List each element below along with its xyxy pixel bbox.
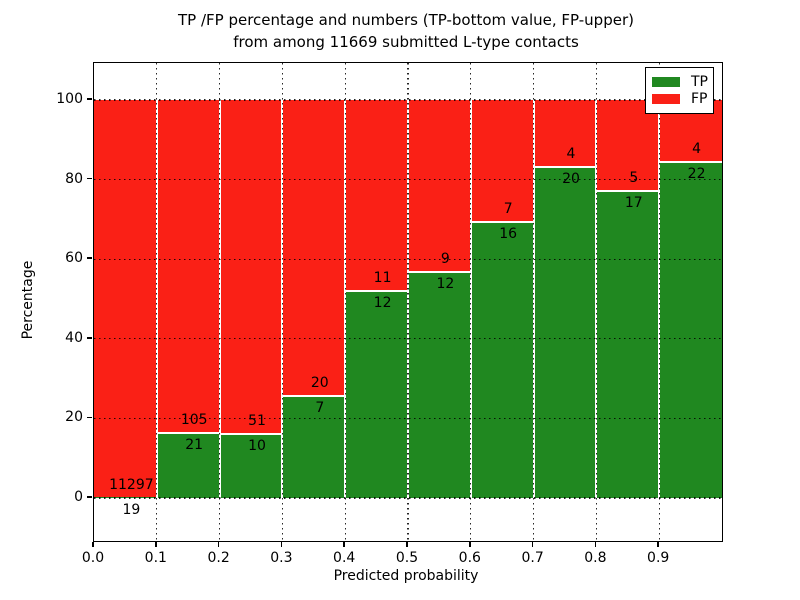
x-tick-label: 0.8: [584, 550, 607, 566]
gridline-vertical: [533, 63, 535, 541]
tp-count-label: 7: [315, 399, 325, 416]
x-tick-mark: [531, 541, 534, 547]
y-tick-label: 60: [65, 250, 83, 267]
tp-count-label: 16: [499, 226, 518, 243]
x-tick-mark: [343, 541, 345, 547]
tp-count-label: 20: [562, 171, 580, 188]
x-tick-mark: [594, 541, 597, 547]
fp-count-label: 11: [373, 270, 392, 287]
fp-count-label: 5: [629, 170, 639, 187]
x-tick-mark: [469, 541, 471, 547]
x-tick-label: 0.4: [333, 550, 356, 566]
gridline-vertical: [219, 63, 221, 541]
x-tick-label: 0.1: [144, 550, 167, 566]
bar-segment-tp: [659, 161, 722, 498]
y-tick-mark: [87, 177, 92, 180]
fp-count-label: 105: [180, 411, 208, 428]
x-tick-mark: [657, 541, 659, 547]
x-tick-label: 0.0: [81, 550, 105, 566]
tp-legend-swatch: [652, 76, 680, 87]
y-tick-label: 100: [56, 91, 83, 107]
legend: TP FP: [645, 67, 714, 114]
fp-count-label: 11297: [109, 477, 154, 494]
gridline-vertical: [407, 63, 409, 541]
fp-legend-swatch: [652, 94, 680, 105]
x-tick-label: 0.7: [521, 550, 544, 566]
gridline-vertical: [658, 63, 660, 541]
tp-count-label: 22: [687, 166, 706, 183]
bar-segment-tp: [408, 270, 471, 498]
bar-segment-fp: [156, 100, 220, 432]
gridline-horizontal: [94, 338, 722, 340]
x-tick-mark: [280, 541, 283, 547]
fp-count-label: 9: [440, 250, 450, 267]
x-tick-label: 0.2: [207, 550, 230, 566]
gridline-vertical: [595, 63, 597, 541]
bar-segment-tp: [470, 221, 534, 498]
tp-legend-label: TP: [691, 73, 708, 90]
fp-count-label: 4: [566, 146, 576, 163]
tp-count-label: 17: [624, 195, 643, 212]
fp-count-label: 20: [310, 374, 329, 391]
gridline-vertical: [344, 63, 346, 541]
gridline-horizontal: [94, 497, 722, 499]
legend-row-tp: TP: [652, 73, 708, 90]
x-tick-mark: [155, 541, 157, 547]
x-tick-mark: [92, 541, 94, 547]
fp-count-label: 7: [503, 201, 513, 218]
y-tick-mark: [87, 337, 92, 339]
gridline-horizontal: [94, 417, 722, 419]
bar-segment-fp: [94, 100, 157, 498]
x-tick-label: 0.9: [647, 550, 670, 566]
bar-segment-fp: [533, 100, 597, 167]
x-tick-mark: [406, 541, 408, 547]
legend-row-fp: FP: [652, 91, 708, 108]
bar-segment-tp: [345, 290, 408, 498]
x-axis-label: Predicted probability: [333, 568, 479, 584]
tp-count-label: 12: [373, 295, 392, 312]
gridline-horizontal: [94, 99, 722, 101]
bar-segment-fp: [470, 100, 534, 222]
bar-segment-fp: [596, 100, 660, 191]
gridline-horizontal: [94, 179, 722, 181]
y-tick-label: 20: [65, 409, 83, 426]
fp-count-label: 51: [248, 412, 266, 429]
y-tick-label: 80: [65, 170, 83, 187]
bar-segment-tp: [219, 432, 283, 498]
tp-count-label: 21: [185, 436, 204, 453]
gridline-vertical: [156, 63, 158, 541]
bar-segment-fp: [282, 100, 346, 395]
y-tick-mark: [87, 257, 92, 259]
bar-segment-fp: [408, 100, 471, 271]
tp-count-label: 10: [248, 437, 266, 454]
plot-area: 11297 19 105 21 51 10 20 7 11 12 9 12 7 16 4 20 5 17 4 22: [93, 62, 723, 542]
y-tick-mark: [87, 98, 92, 100]
x-tick-label: 0.6: [458, 550, 481, 566]
x-tick-label: 0.5: [395, 550, 419, 566]
y-tick-mark: [87, 496, 92, 498]
bar-segment-tp: [282, 394, 346, 498]
tp-count-label: 12: [436, 275, 455, 292]
bar-segment-tp: [596, 190, 660, 498]
bar-segment-tp: [156, 431, 220, 498]
fp-legend-label: FP: [691, 91, 708, 108]
bar-segment-fp: [219, 100, 283, 433]
chart-title-line2: from among 11669 submitted L-type contac…: [233, 33, 579, 51]
x-tick-label: 0.3: [270, 550, 293, 566]
bar-segment-fp: [345, 100, 408, 291]
fp-count-label: 4: [692, 141, 702, 158]
y-tick-label: 0: [74, 489, 83, 505]
tp-count-label: 19: [122, 502, 141, 519]
gridline-vertical: [281, 63, 283, 541]
y-axis-label: Percentage: [20, 260, 36, 340]
x-tick-mark: [217, 541, 220, 547]
y-tick-label: 40: [65, 329, 83, 346]
gridline-horizontal: [94, 258, 722, 260]
chart-title-line1: TP /FP percentage and numbers (TP-bottom…: [178, 11, 634, 29]
y-tick-mark: [87, 416, 92, 419]
gridline-vertical: [470, 63, 472, 541]
bar-segment-tp: [533, 166, 597, 498]
